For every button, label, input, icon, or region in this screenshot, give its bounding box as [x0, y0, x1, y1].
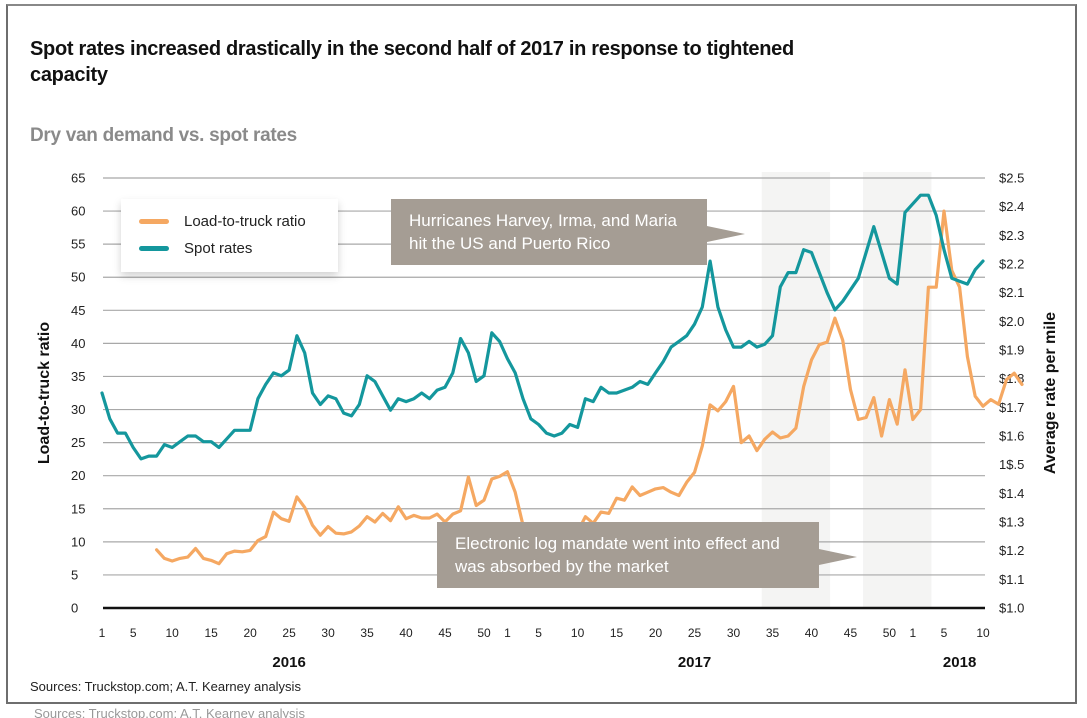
year-label: 2017 [678, 654, 711, 671]
annotation-hurricanes: Hurricanes Harvey, Irma, and Maria hit t… [391, 199, 707, 265]
series-line-spot-rates [100, 193, 985, 461]
right-tick-label: $1.6 [999, 429, 1024, 444]
right-axis-ticks: $1.0$1.1$1.2$1.3$1.41$.5$1.6$1.7$1.8$1.9… [999, 171, 1024, 616]
x-tick-label: 20 [649, 626, 663, 640]
x-tick-label: 5 [941, 626, 948, 640]
right-tick-label: $1.3 [999, 515, 1024, 530]
left-tick-label: 20 [71, 468, 85, 483]
legend-item-load-to-truck: Load-to-truck ratio [139, 211, 306, 231]
x-tick-label: 30 [321, 626, 335, 640]
year-labels: 2016 2017 2018 [272, 654, 976, 671]
x-tick-label: 5 [535, 626, 542, 640]
year-label: 2016 [272, 654, 305, 671]
left-tick-label: 65 [71, 171, 85, 186]
chart-title: Spot rates increased drastically in the … [30, 38, 794, 86]
chart-subtitle: Dry van demand vs. spot rates [30, 125, 297, 146]
x-tick-label: 30 [727, 626, 741, 640]
x-tick-label: 1 [99, 626, 106, 640]
left-axis-ticks: 0 5 10 15 20 25 30 35 40 45 50 55 60 65 [71, 171, 85, 616]
x-tick-label: 10 [571, 626, 585, 640]
right-tick-label: $1.2 [999, 543, 1024, 558]
left-tick-label: 40 [71, 336, 85, 351]
x-tick-label: 1 [504, 626, 511, 640]
x-tick-label: 25 [688, 626, 702, 640]
right-tick-label: $1.0 [999, 601, 1024, 616]
left-axis-title: Load-to-truck ratio [36, 322, 53, 464]
legend-label: Spot rates [184, 239, 253, 257]
x-tick-label: 5 [130, 626, 137, 640]
left-tick-label: 35 [71, 369, 85, 384]
left-tick-label: 45 [71, 303, 85, 318]
right-tick-label: $1.4 [999, 486, 1024, 501]
x-tick-label: 45 [438, 626, 452, 640]
right-tick-label: $2.4 [999, 199, 1024, 214]
legend-label: Load-to-truck ratio [184, 212, 306, 230]
x-tick-label: 15 [204, 626, 218, 640]
x-tick-label: 15 [610, 626, 624, 640]
x-tick-label: 50 [883, 626, 897, 640]
series-lines [100, 193, 1024, 566]
x-tick-label: 45 [844, 626, 858, 640]
left-tick-label: 60 [71, 204, 85, 219]
x-tick-label: 40 [805, 626, 819, 640]
left-tick-label: 10 [71, 534, 85, 549]
x-tick-label: 40 [399, 626, 413, 640]
right-tick-label: $2.1 [999, 285, 1024, 300]
right-tick-label: $2.5 [999, 171, 1024, 186]
right-tick-label: $1.1 [999, 572, 1024, 587]
annotation-hurricanes-pointer [707, 226, 745, 242]
cropped-footer-remnant: Sources: Truckstop.com; A.T. Kearney ana… [34, 706, 305, 718]
left-tick-label: 15 [71, 501, 85, 516]
annotation-eld: Electronic log mandate went into effect … [437, 522, 819, 588]
left-tick-label: 55 [71, 237, 85, 252]
x-tick-label: 10 [976, 626, 990, 640]
right-tick-label: 1$.5 [999, 457, 1024, 472]
legend-item-spot-rates: Spot rates [139, 238, 252, 258]
legend: Load-to-truck ratio Spot rates [121, 199, 338, 272]
left-tick-label: 5 [71, 567, 78, 582]
x-tick-label: 25 [282, 626, 296, 640]
series-line-load-to-truck [155, 209, 1024, 566]
x-tick-label: 35 [766, 626, 780, 640]
legend-swatch-spot-rates [139, 245, 169, 251]
left-tick-label: 50 [71, 270, 85, 285]
x-tick-label: 35 [360, 626, 374, 640]
x-axis-ticks: 1 5 10 15 20 25 30 35 40 45 50 1 5 10 15 20 25 30 35 40 45 50… [99, 626, 990, 640]
left-tick-label: 0 [71, 601, 78, 616]
left-tick-label: 25 [71, 435, 85, 450]
legend-swatch-load-to-truck [139, 218, 169, 224]
year-label: 2018 [943, 654, 976, 671]
right-tick-label: $2.2 [999, 257, 1024, 272]
right-tick-label: $1.7 [999, 400, 1024, 415]
left-tick-label: 30 [71, 402, 85, 417]
right-tick-label: $1.9 [999, 343, 1024, 358]
x-tick-label: 10 [165, 626, 179, 640]
x-tick-label: 20 [243, 626, 257, 640]
x-tick-label: 50 [477, 626, 491, 640]
right-tick-label: $2.0 [999, 314, 1024, 329]
right-tick-label: $2.3 [999, 228, 1024, 243]
source-note: Sources: Truckstop.com; A.T. Kearney ana… [30, 679, 301, 694]
right-axis-title: Average rate per mile [1042, 312, 1059, 474]
annotation-eld-pointer [819, 549, 857, 565]
x-tick-label: 1 [909, 626, 916, 640]
